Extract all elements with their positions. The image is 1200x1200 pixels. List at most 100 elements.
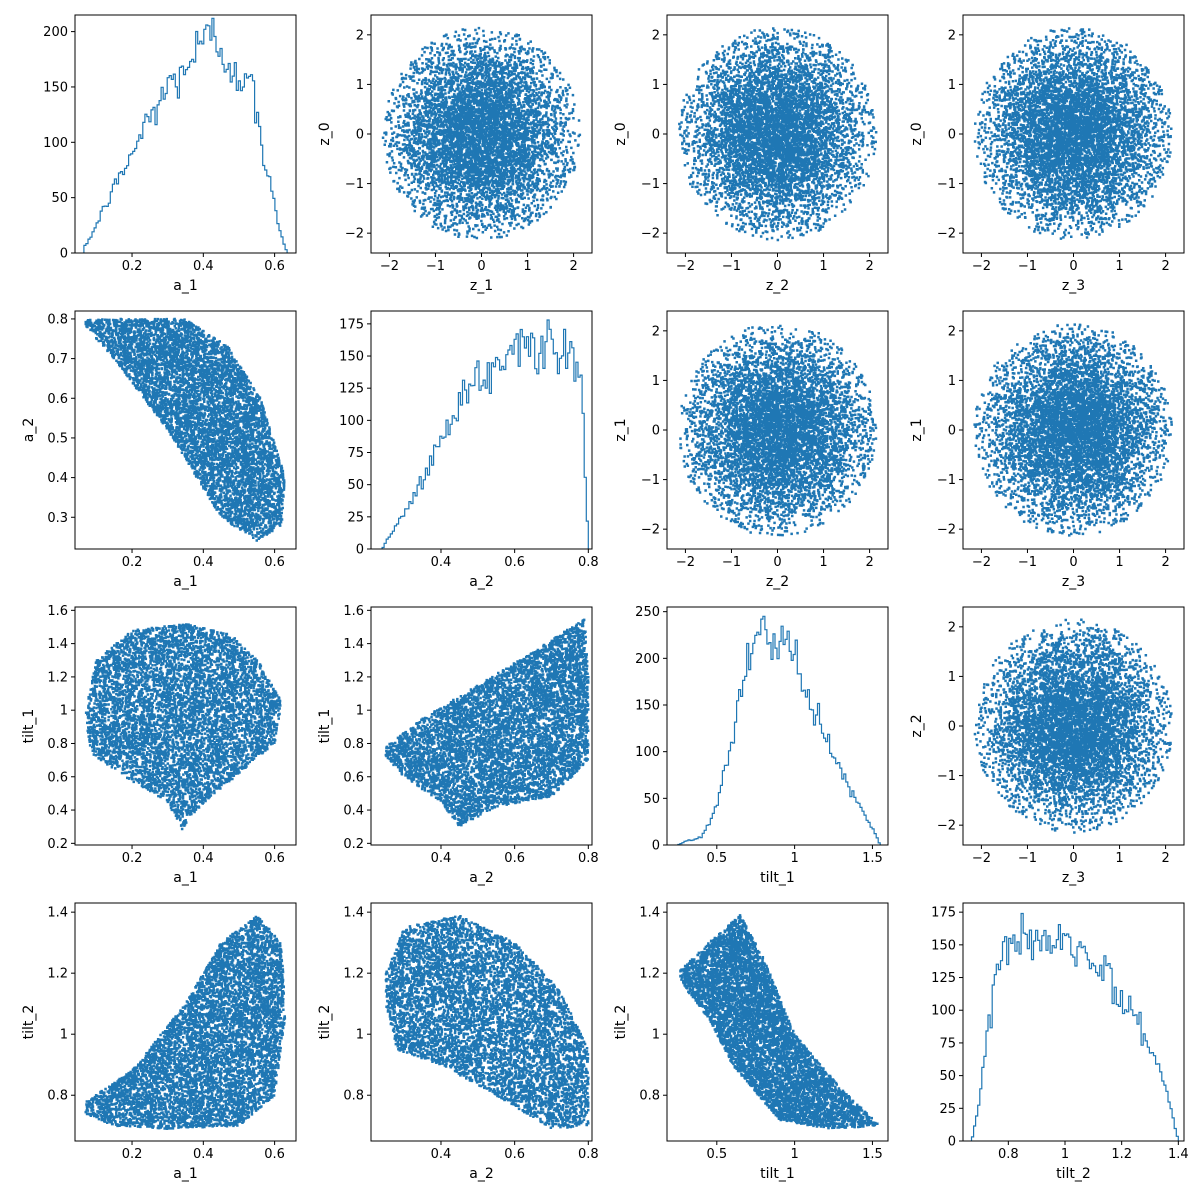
y-tick-label: 1 (356, 1028, 364, 1043)
x-tick-label: 0.4 (193, 1147, 214, 1162)
plot-area (381, 319, 589, 549)
x-tick-label: 1 (1115, 851, 1123, 866)
y-tick-label: 0 (356, 128, 364, 143)
y-axis-label: tilt_2 (613, 1005, 629, 1040)
y-tick-label: −2 (641, 523, 660, 538)
subplot-2-3: −2 −1 0 1 2 −2 −1 0 1 2 z_3 z_2 (909, 606, 1185, 886)
x-axis-label: z_1 (470, 278, 493, 294)
y-tick-label: 0.7 (47, 352, 68, 367)
x-tick-label: 0.4 (193, 851, 214, 866)
axes-frame (370, 310, 593, 550)
axes-frame (370, 606, 593, 846)
y-axis-label: tilt_2 (21, 1005, 37, 1040)
y-tick-label: 0 (948, 1135, 956, 1150)
plot-area (678, 27, 878, 242)
y-tick-label: 150 (931, 938, 956, 953)
subplot-2-0: 0.2 0.4 0.6 0.2 0.4 0.6 0.8 1 1.2 1.4 1.6 a_1 tilt_1 (21, 604, 297, 886)
y-axis-label: z_0 (909, 122, 925, 145)
x-tick-label: 0.2 (122, 259, 143, 274)
x-tick-label: −1 (1018, 555, 1037, 570)
subplot-0-2: −2 −1 0 1 2 −2 −1 0 1 2 z_2 z_0 (613, 14, 889, 294)
y-tick-label: 1 (652, 1028, 660, 1043)
x-tick-label: 0.2 (122, 555, 143, 570)
subplot-0-0: 0.2 0.4 0.6 0 50 100 150 200 a_1 (43, 14, 297, 294)
y-tick-label: 0 (948, 128, 956, 143)
y-tick-label: 0 (60, 247, 68, 262)
y-tick-label: 75 (347, 446, 364, 461)
x-tick-label: 0.6 (504, 555, 525, 570)
y-axis-label: tilt_1 (21, 709, 37, 744)
x-tick-label: 0.4 (431, 1147, 452, 1162)
x-tick-label: −2 (972, 259, 991, 274)
x-tick-label: −2 (972, 851, 991, 866)
subplot-3-1: 0.4 0.6 0.8 0.8 1 1.2 1.4 a_2 tilt_2 (317, 902, 599, 1182)
axes-frame (74, 14, 297, 254)
plot-area (84, 915, 287, 1130)
y-tick-label: 0.4 (47, 804, 68, 819)
x-tick-label: 0.6 (264, 1147, 285, 1162)
x-tick-label: 0.6 (264, 851, 285, 866)
x-tick-label: 0 (1069, 555, 1077, 570)
y-axis-label: tilt_2 (317, 1005, 333, 1040)
y-tick-label: 2 (652, 28, 660, 43)
y-tick-label: 2 (652, 324, 660, 339)
subplot-0-3: −2 −1 0 1 2 −2 −1 0 1 2 z_3 z_0 (909, 14, 1185, 294)
y-tick-label: 0.8 (47, 1089, 68, 1104)
histogram-step (677, 615, 881, 845)
subplot-1-0: 0.2 0.4 0.6 0.3 0.4 0.5 0.6 0.7 0.8 a_1 a_2 (21, 310, 297, 590)
x-tick-label: 0.8 (578, 1147, 599, 1162)
x-tick-label: 0.4 (431, 555, 452, 570)
y-tick-label: 50 (51, 191, 68, 206)
y-tick-label: −1 (641, 473, 660, 488)
y-tick-label: 1 (356, 78, 364, 93)
x-tick-label: 0.4 (431, 851, 452, 866)
plot-area (970, 912, 1179, 1141)
y-tick-label: 2 (948, 28, 956, 43)
x-tick-label: 0.4 (193, 555, 214, 570)
x-tick-label: 0.8 (578, 851, 599, 866)
x-axis-label: z_2 (766, 574, 789, 590)
y-axis-label: z_0 (613, 122, 629, 145)
x-tick-label: 0.6 (504, 1147, 525, 1162)
x-tick-label: 1 (790, 851, 798, 866)
x-axis-label: tilt_1 (760, 870, 795, 886)
y-tick-label: −1 (641, 177, 660, 192)
x-tick-label: 0.8 (578, 555, 599, 570)
axes-frame (370, 902, 593, 1142)
x-axis-label: tilt_1 (760, 1166, 795, 1182)
y-tick-label: 1.2 (47, 670, 68, 685)
y-axis-label: z_1 (909, 418, 925, 441)
y-tick-label: 0.2 (47, 837, 68, 852)
y-tick-label: 50 (643, 792, 660, 807)
y-tick-label: 0.2 (343, 837, 364, 852)
y-tick-label: 200 (43, 25, 68, 40)
scatter-points (678, 27, 878, 242)
subplot-2-1: 0.4 0.6 0.8 0.2 0.4 0.6 0.8 1 1.2 1.4 1.6 a_2 tilt_1 (317, 604, 599, 886)
y-tick-label: 0 (652, 839, 660, 854)
y-tick-label: 0 (948, 720, 956, 735)
y-tick-label: 0 (652, 128, 660, 143)
y-tick-label: 0.6 (343, 770, 364, 785)
x-tick-label: 2 (1161, 259, 1169, 274)
x-tick-label: 0.2 (122, 1147, 143, 1162)
y-tick-label: 0 (948, 424, 956, 439)
y-tick-label: 1.4 (47, 906, 68, 921)
y-tick-label: 125 (931, 971, 956, 986)
y-tick-label: 0.6 (47, 770, 68, 785)
x-tick-label: −2 (380, 259, 399, 274)
x-tick-label: 1 (523, 259, 531, 274)
axes-frame (666, 606, 889, 846)
x-tick-label: 1 (1061, 1147, 1069, 1162)
y-tick-label: 1.2 (343, 670, 364, 685)
plot-area (384, 915, 590, 1129)
x-axis-label: a_1 (173, 1166, 198, 1182)
y-tick-label: 1.2 (47, 967, 68, 982)
plot-area (973, 27, 1173, 240)
y-tick-label: 2 (948, 324, 956, 339)
y-tick-label: 1.6 (47, 604, 68, 619)
y-tick-label: 1 (60, 704, 68, 719)
x-tick-label: 1.5 (862, 1147, 883, 1162)
scatter-points (679, 324, 878, 537)
x-tick-label: −1 (1018, 259, 1037, 274)
plot-area (384, 618, 590, 827)
